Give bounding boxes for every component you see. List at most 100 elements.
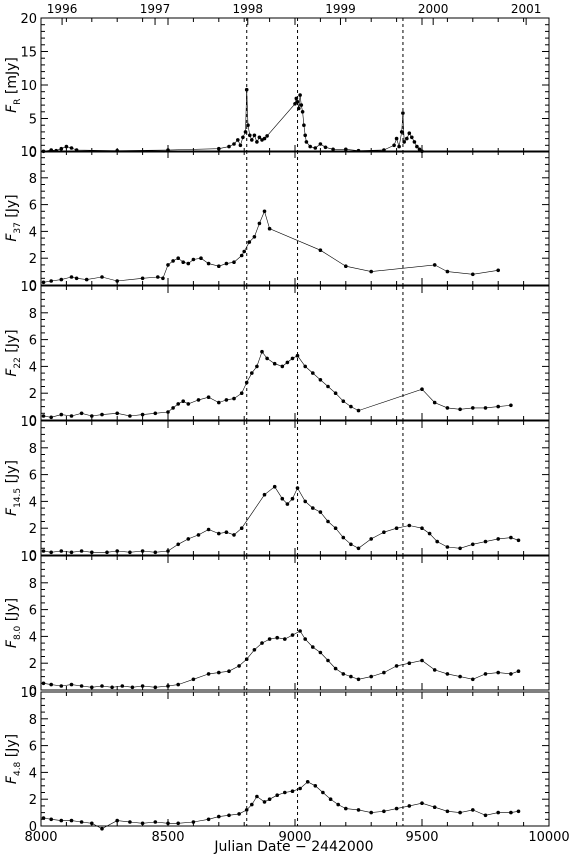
y-tick-label: 0	[29, 549, 37, 564]
data-point	[217, 670, 221, 675]
data-point	[252, 133, 257, 138]
data-point	[435, 539, 440, 544]
data-point	[341, 535, 346, 540]
data-point	[311, 645, 315, 649]
data-point	[59, 684, 64, 688]
data-point	[59, 412, 64, 417]
x-tick-label: 10000	[528, 830, 569, 845]
data-point	[250, 371, 254, 375]
data-point	[49, 817, 53, 822]
data-point	[445, 545, 450, 549]
data-point	[265, 356, 269, 361]
y-axis-label: FR [mJy]	[4, 57, 23, 113]
data-point	[217, 146, 221, 151]
data-point	[59, 146, 64, 151]
panel: 0 2 4 6 8 10 F4.8 [Jy]	[4, 686, 550, 835]
data-point	[262, 492, 267, 497]
y-tick-label: 15	[20, 46, 37, 61]
data-point	[293, 102, 297, 106]
y-tick-label: 5	[29, 113, 37, 128]
data-point	[217, 531, 221, 536]
data-point	[458, 546, 462, 551]
data-point	[257, 221, 262, 226]
data-point	[115, 279, 119, 283]
data-point	[344, 264, 348, 269]
y-tick-label: 0	[29, 279, 37, 294]
data-point	[243, 130, 248, 134]
y-tick-label: 4	[29, 495, 37, 510]
data-point	[140, 821, 145, 826]
y-tick-label: 10	[20, 145, 37, 160]
panel-frame	[40, 420, 550, 556]
data-point	[417, 147, 422, 152]
data-point	[471, 272, 475, 277]
data-point	[304, 140, 309, 144]
data-point	[267, 226, 272, 231]
data-point	[140, 549, 145, 553]
data-point	[69, 414, 74, 418]
y-label-variable: F	[4, 233, 20, 242]
y-tick-label: 8	[29, 307, 37, 322]
bottom-axis: 8000 8500 9000 9500 10000	[24, 830, 569, 845]
series-line	[43, 210, 499, 283]
data-point	[74, 276, 79, 281]
data-point	[297, 106, 301, 111]
data-point	[369, 537, 374, 541]
data-point	[303, 499, 308, 504]
data-point	[199, 256, 203, 261]
y-tick-label: 0	[29, 820, 37, 835]
data-point	[100, 412, 104, 417]
data-point	[344, 806, 348, 811]
data-point	[420, 387, 424, 392]
panel: 0 2 4 6 8 10 F14.5 [Jy]	[4, 415, 550, 564]
data-point	[318, 510, 323, 514]
data-point	[399, 130, 404, 134]
data-point	[49, 682, 53, 687]
data-point	[244, 808, 249, 812]
y-label-unit: [Jy]	[4, 598, 20, 626]
y-label-subscript: R	[13, 99, 23, 105]
data-point	[250, 138, 254, 142]
data-point	[483, 406, 488, 410]
data-point	[255, 140, 259, 144]
data-point	[275, 635, 280, 640]
data-point	[280, 496, 285, 501]
data-point	[318, 650, 323, 655]
data-point	[509, 535, 513, 540]
data-point	[349, 542, 353, 547]
data-point	[130, 685, 135, 690]
y-axis-label: F8.0 [Jy]	[4, 598, 23, 648]
data-point	[407, 131, 412, 135]
data-point	[176, 402, 180, 406]
y-axis-label: F4.8 [Jy]	[4, 734, 23, 784]
data-point	[248, 133, 252, 138]
y-tick-label: 20	[20, 12, 37, 27]
data-point	[64, 144, 69, 149]
data-point	[401, 111, 405, 115]
y-tick-label: 0	[29, 414, 37, 429]
series-line	[43, 486, 519, 553]
y-tick-label: 10	[20, 415, 37, 430]
data-point	[206, 395, 211, 400]
data-point	[239, 253, 244, 258]
data-point	[369, 674, 374, 679]
data-point	[356, 677, 361, 682]
data-point	[181, 260, 185, 265]
panel: 0 2 4 6 8 10 F22 [Jy]	[4, 280, 550, 429]
y-tick-label: 10	[20, 280, 37, 295]
data-point	[344, 147, 348, 152]
data-point	[232, 142, 236, 146]
y-label-unit: [Jy]	[4, 194, 20, 222]
data-point	[496, 404, 501, 409]
data-point	[407, 804, 412, 808]
data-point	[166, 684, 170, 688]
data-point	[153, 820, 158, 824]
x-axis-label: Julian Date − 2442000	[213, 839, 373, 855]
data-point	[224, 530, 229, 534]
data-point	[241, 135, 245, 140]
data-point	[298, 786, 302, 791]
y-axis-label: F22 [Jy]	[4, 329, 23, 376]
y-tick-label: 8	[29, 442, 37, 457]
y-tick-label: 2	[29, 252, 37, 267]
